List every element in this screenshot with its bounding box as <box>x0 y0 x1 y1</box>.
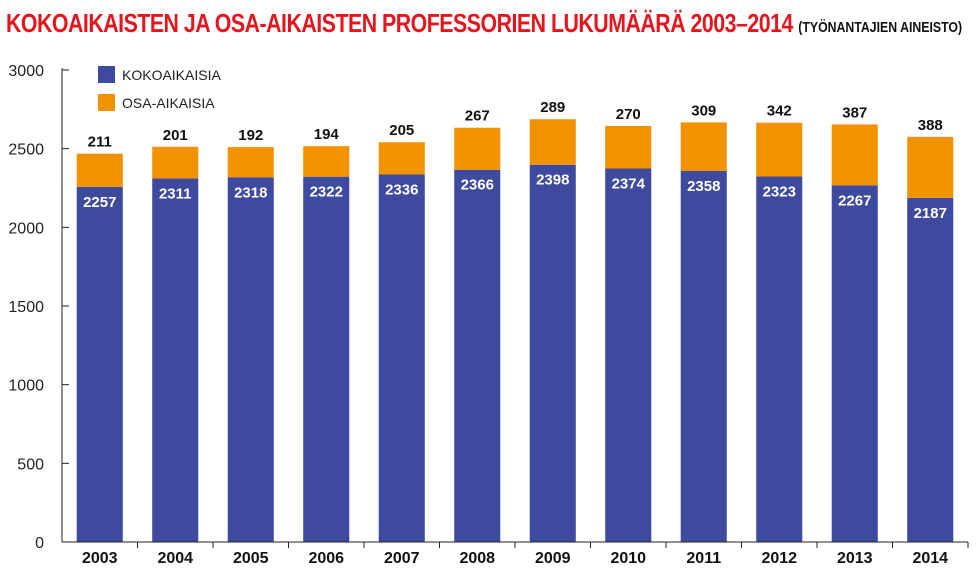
data-label-kokoaikaisia: 2398 <box>536 172 569 189</box>
data-label-osa-aikaisia: 205 <box>389 122 414 139</box>
x-tick-label: 2004 <box>157 550 193 567</box>
legend-swatch <box>98 66 115 83</box>
data-label-osa-aikaisia: 388 <box>918 117 943 134</box>
x-tick-label: 2012 <box>761 550 797 567</box>
legend: KOKOAIKAISIA OSA-AIKAISIA <box>98 66 221 111</box>
x-tick-label: 2011 <box>686 550 721 567</box>
legend-label: KOKOAIKAISIA <box>122 67 221 83</box>
y-tick-label: 500 <box>17 456 44 473</box>
bar-kokoaikaisia <box>454 169 501 542</box>
data-label-kokoaikaisia: 2318 <box>234 184 267 201</box>
bar-osa-aikaisia <box>756 122 803 177</box>
bar-kokoaikaisia <box>303 176 350 542</box>
data-label-kokoaikaisia: 2336 <box>385 181 418 198</box>
bar-osa-aikaisia <box>907 136 954 198</box>
y-axis: 0 500 1000 1500 2000 2500 3000 <box>8 63 69 552</box>
data-label-kokoaikaisia: 2358 <box>687 178 720 195</box>
data-label-kokoaikaisia: 2267 <box>838 192 871 209</box>
data-label-kokoaikaisia: 2257 <box>83 194 116 211</box>
bar-kokoaikaisia <box>152 178 199 543</box>
bar-osa-aikaisia <box>831 124 878 186</box>
x-tick-label: 2010 <box>610 550 646 567</box>
x-tick-label: 2009 <box>535 550 571 567</box>
data-label-osa-aikaisia: 192 <box>238 127 263 144</box>
y-tick-label: 1000 <box>8 378 44 395</box>
bar-osa-aikaisia <box>605 126 652 169</box>
data-label-kokoaikaisia: 2323 <box>763 184 796 201</box>
bar-kokoaikaisia <box>76 186 123 542</box>
x-tick-label: 2007 <box>384 550 420 567</box>
bar-kokoaikaisia <box>378 174 425 542</box>
bar-osa-aikaisia <box>454 127 501 170</box>
bar-osa-aikaisia <box>227 147 274 178</box>
y-tick-label: 2500 <box>8 142 44 159</box>
data-label-osa-aikaisia: 267 <box>465 108 490 125</box>
data-label-osa-aikaisia: 270 <box>616 106 641 123</box>
chart-title: KOKOAIKAISTEN JA OSA-AIKAISTEN PROFESSOR… <box>6 8 962 39</box>
data-label-kokoaikaisia: 2322 <box>310 184 343 201</box>
x-tick-label: 2005 <box>233 550 269 567</box>
y-tick-label: 3000 <box>8 63 44 80</box>
y-tick-label: 0 <box>35 535 44 552</box>
data-label-kokoaikaisia: 2374 <box>612 175 646 192</box>
x-axis: 2003 2004 2005 2006 2007 2008 2009 2010 2011 2012… <box>62 541 969 567</box>
data-label-osa-aikaisia: 342 <box>767 103 792 120</box>
x-tick-label: 2013 <box>837 550 873 567</box>
bar-osa-aikaisia <box>76 153 123 187</box>
bar-kokoaikaisia <box>907 197 954 543</box>
chart-title-main: KOKOAIKAISTEN JA OSA-AIKAISTEN PROFESSOR… <box>6 8 793 38</box>
data-label-osa-aikaisia: 289 <box>540 99 565 116</box>
bar-kokoaikaisia <box>227 177 274 542</box>
legend-label: OSA-AIKAISIA <box>122 95 215 111</box>
x-tick-label: 2014 <box>912 550 948 567</box>
data-label-osa-aikaisia: 309 <box>691 102 716 119</box>
data-label-kokoaikaisia: 2311 <box>159 185 192 202</box>
y-tick-label: 2000 <box>8 220 44 237</box>
bar-osa-aikaisia <box>152 146 199 179</box>
data-label-osa-aikaisia: 211 <box>88 134 112 151</box>
y-tick-label: 1500 <box>8 299 44 316</box>
bar-osa-aikaisia <box>680 122 727 172</box>
bars: 2257 211 2311 201 2318 192 2322 194 2336 205 2366 2… <box>76 99 954 543</box>
bar-kokoaikaisia <box>529 164 576 542</box>
data-label-kokoaikaisia: 2187 <box>914 205 947 222</box>
data-label-kokoaikaisia: 2366 <box>461 177 494 194</box>
chart-subtitle: (TYÖNANTAJIEN AINEISTO) <box>798 19 963 36</box>
bar-osa-aikaisia <box>529 119 576 165</box>
bar-osa-aikaisia <box>303 146 350 177</box>
data-label-osa-aikaisia: 201 <box>163 127 188 144</box>
data-label-osa-aikaisia: 194 <box>314 126 340 143</box>
legend-swatch <box>98 94 115 111</box>
x-tick-label: 2008 <box>459 550 495 567</box>
bar-kokoaikaisia <box>605 168 652 542</box>
x-tick-label: 2006 <box>308 550 344 567</box>
x-tick-label: 2003 <box>82 550 118 567</box>
bar-kokoaikaisia <box>680 171 727 542</box>
data-label-osa-aikaisia: 387 <box>842 104 867 121</box>
bar-osa-aikaisia <box>378 142 425 175</box>
bar-kokoaikaisia <box>756 176 803 543</box>
bar-kokoaikaisia <box>831 185 878 543</box>
